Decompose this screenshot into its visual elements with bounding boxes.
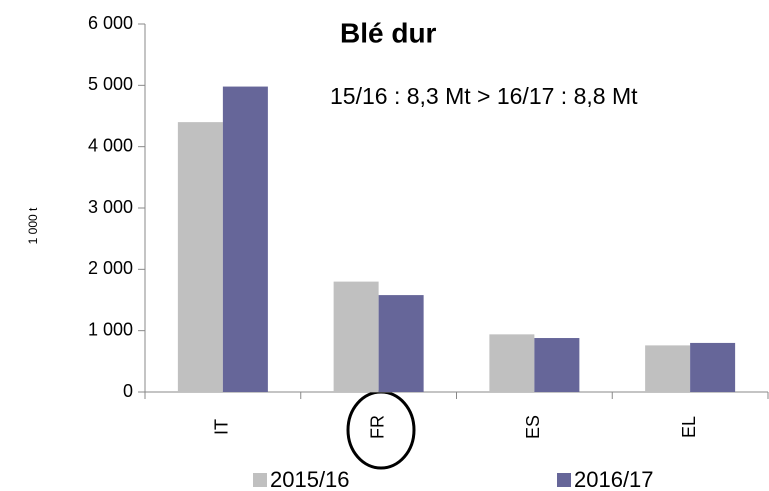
y-tick-label: 2 000	[88, 258, 133, 278]
y-tick-label: 4 000	[88, 135, 133, 155]
y-tick-label: 1 000	[88, 319, 133, 339]
y-tick-label: 6 000	[88, 13, 133, 33]
bar	[489, 334, 535, 392]
x-tick-label: FR	[367, 415, 387, 439]
bar	[177, 122, 223, 392]
x-tick-label: ES	[523, 415, 543, 439]
x-tick-label: IT	[212, 419, 232, 435]
legend-swatch	[557, 473, 571, 487]
bar	[222, 86, 268, 392]
chart-subtitle: 15/16 : 8,3 Mt > 16/17 : 8,8 Mt	[330, 83, 638, 109]
y-tick-label: 0	[123, 381, 133, 401]
bar	[333, 281, 379, 392]
legend-label: 2016/17	[574, 467, 654, 491]
x-tick-label: EL	[679, 416, 699, 438]
bar	[645, 345, 691, 392]
y-axis-label: 1 000 t	[26, 207, 40, 244]
chart-title: Blé dur	[340, 17, 437, 48]
y-tick-label: 3 000	[88, 197, 133, 217]
bar	[534, 338, 580, 392]
y-tick-label: 5 000	[88, 74, 133, 94]
legend-label: 2015/16	[270, 467, 350, 491]
bar	[378, 295, 424, 392]
bar	[690, 342, 736, 392]
legend-swatch	[253, 473, 267, 487]
